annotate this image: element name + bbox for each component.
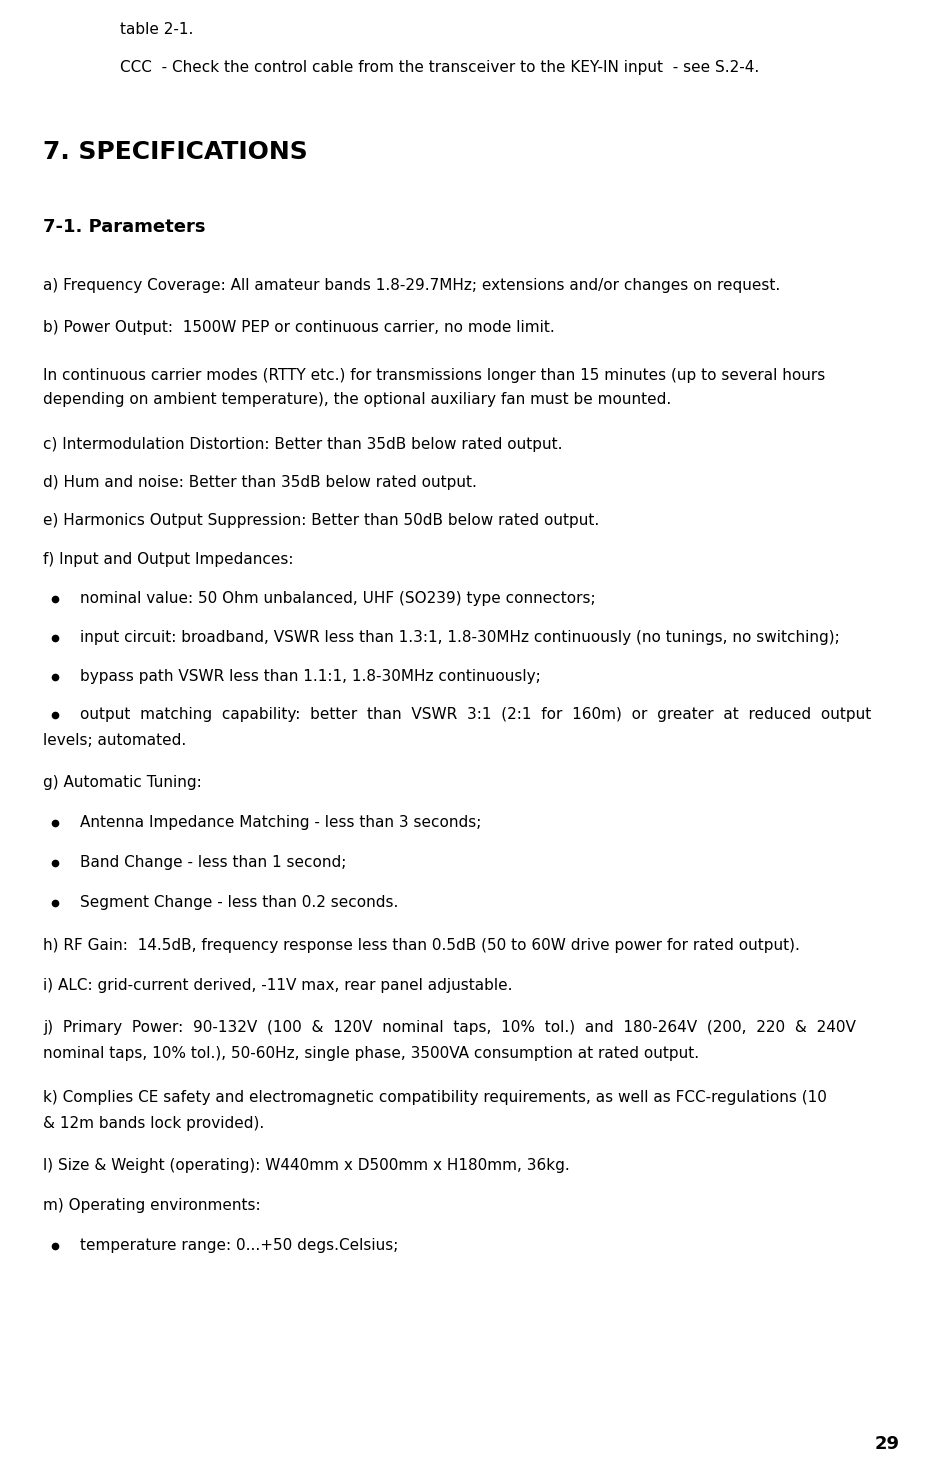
Text: 7-1. Parameters: 7-1. Parameters — [43, 218, 205, 236]
Text: f) Input and Output Impedances:: f) Input and Output Impedances: — [43, 552, 293, 568]
Text: 29: 29 — [875, 1435, 900, 1453]
Text: i) ALC: grid-current derived, -11V max, rear panel adjustable.: i) ALC: grid-current derived, -11V max, … — [43, 977, 513, 993]
Text: h) RF Gain:  14.5dB, frequency response less than 0.5dB (50 to 60W drive power f: h) RF Gain: 14.5dB, frequency response l… — [43, 938, 800, 952]
Text: depending on ambient temperature), the optional auxiliary fan must be mounted.: depending on ambient temperature), the o… — [43, 392, 672, 407]
Text: temperature range: 0...+50 degs.Celsius;: temperature range: 0...+50 degs.Celsius; — [80, 1238, 398, 1252]
Text: bypass path VSWR less than 1.1:1, 1.8-30MHz continuously;: bypass path VSWR less than 1.1:1, 1.8-30… — [80, 669, 541, 685]
Text: levels; automated.: levels; automated. — [43, 733, 186, 748]
Text: e) Harmonics Output Suppression: Better than 50dB below rated output.: e) Harmonics Output Suppression: Better … — [43, 514, 599, 528]
Text: CCC  - Check the control cable from the transceiver to the KEY-IN input  - see S: CCC - Check the control cable from the t… — [120, 60, 760, 75]
Text: Band Change - less than 1 second;: Band Change - less than 1 second; — [80, 854, 346, 870]
Text: j)  Primary  Power:  90-132V  (100  &  120V  nominal  taps,  10%  tol.)  and  18: j) Primary Power: 90-132V (100 & 120V no… — [43, 1020, 856, 1034]
Text: & 12m bands lock provided).: & 12m bands lock provided). — [43, 1116, 264, 1131]
Text: 7. SPECIFICATIONS: 7. SPECIFICATIONS — [43, 140, 307, 164]
Text: d) Hum and noise: Better than 35dB below rated output.: d) Hum and noise: Better than 35dB below… — [43, 475, 477, 490]
Text: nominal taps, 10% tol.), 50-60Hz, single phase, 3500VA consumption at rated outp: nominal taps, 10% tol.), 50-60Hz, single… — [43, 1046, 699, 1061]
Text: Antenna Impedance Matching - less than 3 seconds;: Antenna Impedance Matching - less than 3… — [80, 815, 482, 830]
Text: a) Frequency Coverage: All amateur bands 1.8-29.7MHz; extensions and/or changes : a) Frequency Coverage: All amateur bands… — [43, 278, 780, 293]
Text: k) Complies CE safety and electromagnetic compatibility requirements, as well as: k) Complies CE safety and electromagneti… — [43, 1090, 827, 1105]
Text: In continuous carrier modes (RTTY etc.) for transmissions longer than 15 minutes: In continuous carrier modes (RTTY etc.) … — [43, 369, 825, 383]
Text: g) Automatic Tuning:: g) Automatic Tuning: — [43, 775, 201, 790]
Text: output  matching  capability:  better  than  VSWR  3:1  (2:1  for  160m)  or  gr: output matching capability: better than … — [80, 707, 871, 723]
Text: Segment Change - less than 0.2 seconds.: Segment Change - less than 0.2 seconds. — [80, 895, 398, 910]
Text: c) Intermodulation Distortion: Better than 35dB below rated output.: c) Intermodulation Distortion: Better th… — [43, 437, 563, 452]
Text: m) Operating environments:: m) Operating environments: — [43, 1198, 261, 1213]
Text: b) Power Output:  1500W PEP or continuous carrier, no mode limit.: b) Power Output: 1500W PEP or continuous… — [43, 320, 554, 335]
Text: table 2-1.: table 2-1. — [120, 22, 193, 37]
Text: nominal value: 50 Ohm unbalanced, UHF (SO239) type connectors;: nominal value: 50 Ohm unbalanced, UHF (S… — [80, 591, 596, 606]
Text: input circuit: broadband, VSWR less than 1.3:1, 1.8-30MHz continuously (no tunin: input circuit: broadband, VSWR less than… — [80, 631, 840, 645]
Text: l) Size & Weight (operating): W440mm x D500mm x H180mm, 36kg.: l) Size & Weight (operating): W440mm x D… — [43, 1159, 569, 1173]
